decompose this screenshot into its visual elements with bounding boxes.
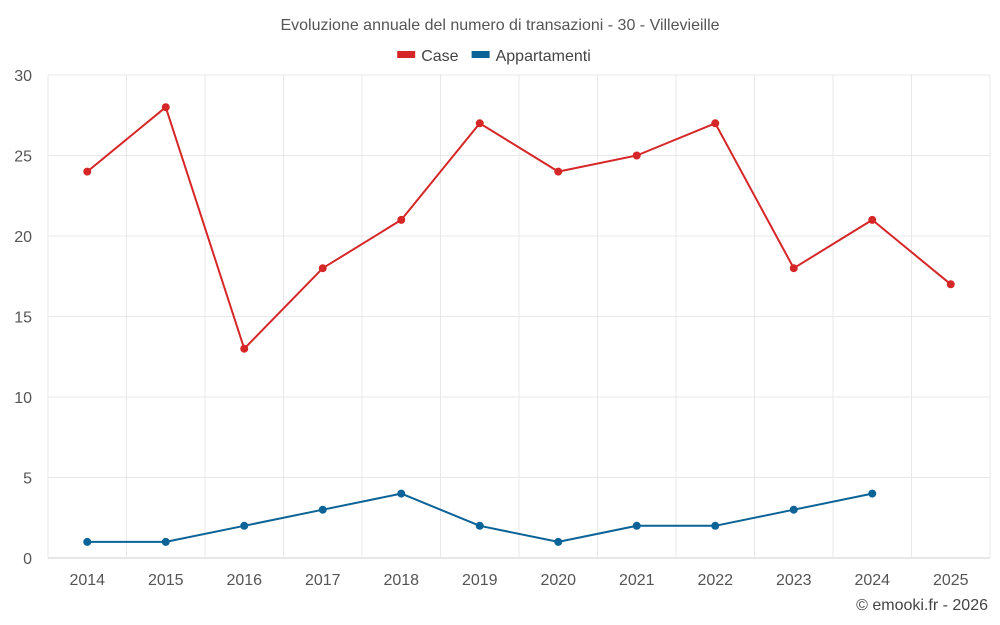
- x-tick-label: 2022: [697, 572, 733, 589]
- series-appartamenti: [83, 489, 877, 546]
- data-point[interactable]: [240, 521, 249, 530]
- data-point[interactable]: [632, 151, 641, 160]
- y-tick-label: 25: [14, 149, 32, 166]
- chart-title: Evoluzione annuale del numero di transaz…: [280, 17, 719, 34]
- series-layer: [83, 103, 955, 546]
- credit-text: © emooki.fr - 2026: [856, 597, 988, 614]
- x-tick-label: 2020: [540, 572, 576, 589]
- legend-item-appartamenti[interactable]: Appartamenti: [471, 48, 591, 65]
- x-tick-label: 2016: [226, 572, 262, 589]
- data-point[interactable]: [946, 280, 955, 289]
- x-tick-label: 2023: [776, 572, 812, 589]
- x-tick-label: 2015: [148, 572, 184, 589]
- data-point[interactable]: [161, 103, 170, 112]
- legend: Case Appartamenti: [397, 48, 591, 65]
- data-point[interactable]: [318, 505, 327, 514]
- data-point[interactable]: [397, 215, 406, 224]
- series-case: [83, 103, 955, 353]
- y-tick-label: 30: [14, 68, 32, 85]
- data-point[interactable]: [868, 215, 877, 224]
- x-tick-label: 2014: [69, 572, 105, 589]
- data-point[interactable]: [632, 521, 641, 530]
- data-point[interactable]: [789, 264, 798, 273]
- data-point[interactable]: [161, 537, 170, 546]
- data-point[interactable]: [475, 119, 484, 128]
- y-tick-label: 0: [23, 551, 32, 568]
- data-point[interactable]: [789, 505, 798, 514]
- legend-label: Appartamenti: [496, 48, 591, 65]
- legend-swatch: [397, 51, 416, 58]
- x-axis: 2014 2015 2016 2017 2018 2019 2020 2021 2022 2023…: [69, 572, 968, 589]
- data-point[interactable]: [83, 167, 92, 176]
- data-point[interactable]: [475, 521, 484, 530]
- x-tick-label: 2018: [383, 572, 419, 589]
- x-tick-label: 2024: [854, 572, 890, 589]
- y-tick-label: 15: [14, 310, 32, 327]
- data-point[interactable]: [711, 521, 720, 530]
- grid: [47, 74, 991, 559]
- data-point[interactable]: [240, 344, 249, 353]
- data-point[interactable]: [711, 119, 720, 128]
- data-point[interactable]: [868, 489, 877, 498]
- y-tick-label: 10: [14, 390, 32, 407]
- legend-swatch: [471, 51, 490, 58]
- data-point[interactable]: [554, 167, 563, 176]
- y-tick-label: 20: [14, 229, 32, 246]
- y-tick-label: 5: [23, 471, 32, 488]
- data-point[interactable]: [554, 537, 563, 546]
- data-point[interactable]: [83, 537, 92, 546]
- x-tick-label: 2017: [305, 572, 341, 589]
- x-tick-label: 2019: [462, 572, 498, 589]
- series-line: [86, 106, 952, 350]
- data-point[interactable]: [318, 264, 327, 273]
- data-point[interactable]: [397, 489, 406, 498]
- x-tick-label: 2025: [933, 572, 969, 589]
- x-tick-label: 2021: [619, 572, 655, 589]
- legend-item-case[interactable]: Case: [397, 48, 459, 65]
- y-axis: 0 5 10 15 20 25 30: [14, 68, 32, 568]
- legend-label: Case: [421, 48, 458, 65]
